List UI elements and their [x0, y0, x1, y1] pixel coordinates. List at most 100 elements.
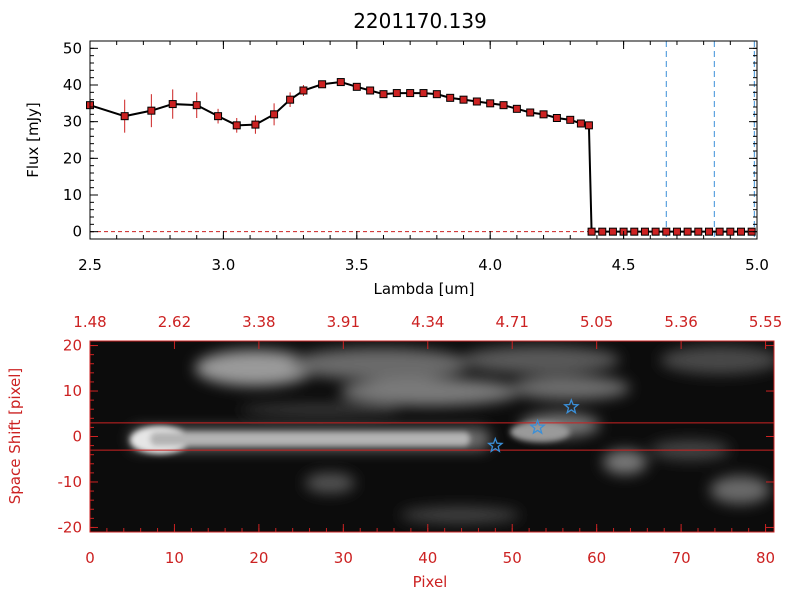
x-tick-label: 4.5 — [612, 256, 636, 274]
wavelength-tick-label: 3.38 — [242, 313, 275, 331]
top-plot-frame — [89, 40, 758, 240]
data-point — [366, 86, 375, 95]
data-point — [608, 227, 617, 236]
star-markers — [486, 398, 580, 453]
x-tick-label: 50 — [503, 549, 522, 567]
x-tick-label: 4.0 — [478, 256, 502, 274]
x-tick-label: 80 — [756, 549, 775, 567]
data-point — [552, 114, 561, 122]
wavelength-tick-label: 5.05 — [580, 313, 613, 331]
x-tick-label: 30 — [334, 549, 353, 567]
data-point — [352, 82, 361, 91]
data-point — [168, 100, 177, 109]
data-point — [336, 78, 345, 87]
flux-line — [89, 81, 752, 233]
y-tick-label: 50 — [63, 39, 82, 57]
data-point — [566, 115, 575, 124]
data-point — [704, 227, 713, 236]
bottom-x-axis: 0 10 20 30 40 50 60 70 80 — [85, 341, 775, 567]
diffuse-emission — [195, 346, 774, 523]
data-point — [662, 227, 671, 236]
chart-title: 2201170.139 — [353, 9, 487, 33]
top-x-axis: 2.5 3.0 3.5 4.0 4.5 5.0 — [78, 41, 769, 274]
x-tick-label: 20 — [249, 549, 268, 567]
data-point — [251, 120, 260, 129]
bottom-x-axis-label: Pixel — [413, 573, 448, 591]
x-tick-label: 3.0 — [211, 256, 235, 274]
data-point — [270, 110, 279, 119]
data-point — [486, 99, 495, 108]
data-point — [726, 227, 735, 236]
wavelength-tick-label: 5.36 — [664, 313, 697, 331]
wavelength-top-axis: 1.48 2.62 3.38 3.91 4.34 4.71 5.05 5.36 5.55 — [73, 313, 782, 331]
data-point — [406, 89, 415, 98]
y-tick-label: 20 — [63, 149, 82, 167]
wavelength-tick-label: 3.91 — [327, 313, 360, 331]
wavelength-tick-label: 5.55 — [749, 313, 782, 331]
data-point — [651, 227, 660, 236]
data-point — [736, 227, 745, 236]
y-tick-label: -10 — [58, 473, 83, 491]
x-tick-label: 0 — [85, 549, 95, 567]
x-tick-label: 70 — [672, 549, 691, 567]
flux-markers — [86, 78, 756, 236]
wavelength-tick-label: 2.62 — [158, 313, 191, 331]
x-tick-label: 5.0 — [745, 256, 769, 274]
y-tick-label: 0 — [72, 223, 82, 241]
data-point — [715, 227, 724, 236]
data-point — [630, 227, 639, 236]
data-point — [232, 121, 241, 130]
x-tick-label: 40 — [418, 549, 437, 567]
x-tick-label: 10 — [165, 549, 184, 567]
data-point — [526, 108, 535, 117]
top-y-axis: 0 10 20 30 40 50 — [63, 39, 757, 241]
y-tick-label: -20 — [58, 518, 83, 536]
wavelength-tick-label: 4.71 — [496, 313, 529, 331]
data-point — [598, 227, 607, 236]
data-point — [459, 95, 468, 104]
top-y-axis-label: Flux [mJy] — [24, 102, 42, 178]
data-point — [587, 227, 596, 236]
data-point — [640, 227, 649, 236]
bottom-y-axis: -20 -10 0 10 20 — [58, 337, 774, 536]
data-point — [318, 80, 327, 89]
wavelength-tick-label: 4.34 — [411, 313, 444, 331]
vertical-dashed-lines — [665, 41, 755, 239]
y-tick-label: 30 — [63, 113, 82, 131]
y-tick-label: 0 — [72, 428, 82, 446]
data-point — [472, 97, 481, 106]
star-marker — [563, 398, 580, 415]
data-point — [446, 93, 455, 102]
x-tick-label: 2.5 — [78, 256, 102, 274]
data-point — [147, 106, 156, 115]
spectral-image — [90, 341, 774, 532]
y-tick-label: 10 — [63, 382, 82, 400]
y-tick-label: 10 — [63, 186, 82, 204]
data-point — [672, 227, 681, 236]
data-point — [192, 101, 201, 110]
y-tick-label: 20 — [63, 337, 82, 355]
data-point — [419, 89, 428, 98]
data-point — [214, 112, 223, 121]
data-point — [694, 227, 703, 236]
data-point — [499, 101, 508, 110]
wavelength-tick-label: 1.48 — [73, 313, 106, 331]
star-marker — [529, 418, 546, 435]
data-point — [120, 112, 129, 121]
data-point — [432, 90, 441, 99]
top-x-axis-label: Lambda [um] — [374, 280, 475, 298]
star-marker — [486, 436, 504, 453]
data-point — [299, 86, 308, 95]
data-point — [539, 110, 548, 119]
data-point — [584, 121, 593, 130]
bottom-y-axis-label: Space Shift [pixel] — [6, 368, 24, 505]
data-point — [379, 90, 388, 99]
extraction-window-lines — [90, 422, 774, 451]
y-tick-label: 40 — [63, 76, 82, 94]
data-point — [392, 89, 401, 98]
trace-core — [130, 422, 570, 454]
data-point — [576, 119, 585, 128]
data-point — [286, 95, 295, 104]
x-tick-label: 3.5 — [345, 256, 369, 274]
